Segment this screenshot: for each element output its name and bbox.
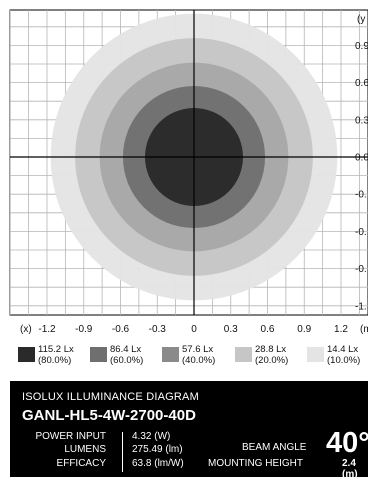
legend-pct: (40.0%) <box>182 355 216 366</box>
legend-swatch <box>307 347 324 362</box>
x-tick-label: -0.9 <box>75 324 93 335</box>
x-tick-label: 0.9 <box>297 324 311 335</box>
y-tick-label: -1. <box>355 301 367 312</box>
x-tick-label: -0.3 <box>149 324 167 335</box>
info-divider <box>122 432 123 472</box>
legend-lux: 57.6 Lx <box>182 344 214 355</box>
efficacy-value: 63.8 (lm/W) <box>132 458 184 469</box>
y-tick-label: -0. <box>355 190 367 201</box>
legend: 115.2 Lx (80.0%) 86.4 Lx (60.0%) 57.6 Lx… <box>18 344 368 378</box>
legend-pct: (80.0%) <box>38 355 72 366</box>
legend-lux: 14.4 Lx <box>327 344 359 355</box>
legend-swatch <box>235 347 252 362</box>
legend-swatch <box>162 347 179 362</box>
y-tick-label: -0. <box>355 227 367 238</box>
y-tick-label: 0.0 <box>355 153 368 164</box>
legend-swatch <box>90 347 107 362</box>
mounting-height-label: MOUNTING HEIGHT <box>208 458 303 469</box>
beam-angle-label: BEAM ANGLE <box>242 442 307 453</box>
lumens-value: 275.49 (lm) <box>132 444 183 455</box>
legend-pct: (10.0%) <box>327 355 361 366</box>
isolux-chart: (x) -1.2 -0.9 -0.6 -0.3 0 0.3 0.6 0.9 1.2 (m (y 0.9 0… <box>9 9 368 335</box>
x-tick-label: 0.3 <box>224 324 238 335</box>
model-name: GANL-HL5-4W-2700-40D <box>22 407 196 424</box>
y-tick-label: 0.6 <box>355 78 368 89</box>
x-tick-label: 1.2 <box>334 324 348 335</box>
legend-pct: (20.0%) <box>255 355 289 366</box>
y-tick-label: 0.3 <box>355 115 368 126</box>
legend-swatch <box>18 347 35 362</box>
x-tick-label: 0.6 <box>261 324 275 335</box>
x-tick-label: -1.2 <box>38 324 56 335</box>
info-panel: ISOLUX ILLUMINANCE DIAGRAM GANL-HL5-4W-2… <box>10 381 368 477</box>
y-tick-label: -0. <box>355 264 367 275</box>
efficacy-label: EFFICACY <box>56 458 106 469</box>
legend-lux: 86.4 Lx <box>110 344 142 355</box>
power-input-label: POWER INPUT <box>35 431 106 442</box>
mounting-height-value: 2.4 (m) <box>342 458 358 477</box>
diagram-subtitle: ISOLUX ILLUMINANCE DIAGRAM <box>22 391 199 403</box>
isolux-plot: (x) -1.2 -0.9 -0.6 -0.3 0 0.3 0.6 0.9 1.2 (m (y 0.9 0… <box>9 9 368 335</box>
y-axis-label: (y <box>357 14 365 25</box>
x-tick-label: 0 <box>191 324 197 335</box>
legend-lux: 28.8 Lx <box>255 344 287 355</box>
x-tick-label: -0.6 <box>112 324 130 335</box>
lumens-label: LUMENS <box>64 444 106 455</box>
x-axis-label: (x) <box>20 324 32 335</box>
legend-lux: 115.2 Lx <box>38 344 74 355</box>
y-tick-label: 0.9 <box>355 41 368 52</box>
power-input-value: 4.32 (W) <box>132 431 171 442</box>
legend-pct: (60.0%) <box>110 355 144 366</box>
x-unit-label: (m <box>360 324 368 335</box>
beam-angle-value: 40° <box>326 427 368 459</box>
